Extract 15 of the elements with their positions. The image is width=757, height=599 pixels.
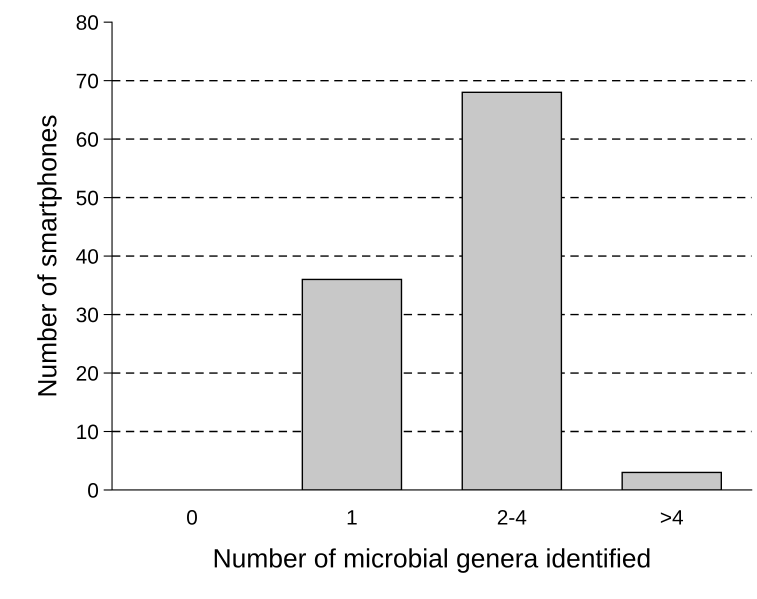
x-tick-label: 2-4 — [498, 510, 526, 525]
y-tick-label: 70 — [76, 74, 98, 88]
y-tick-label: 60 — [76, 132, 98, 147]
x-tick-label: 1 — [348, 510, 357, 525]
y-axis-title: Number of smartphones — [37, 115, 62, 396]
y-tick-label: 50 — [76, 190, 98, 206]
y-tick-label: 80 — [76, 15, 98, 30]
y-tick-label: 20 — [76, 366, 98, 381]
y-tick-label: 0 — [88, 482, 98, 498]
x-tick-label: >4 — [660, 510, 684, 525]
y-tick-label: 10 — [77, 424, 98, 440]
y-tick-label: 30 — [76, 308, 98, 322]
x-tick-label: 0 — [187, 510, 197, 525]
y-tick-label: 40 — [76, 249, 98, 264]
x-axis-title: Number of microbial genera identified — [214, 548, 650, 573]
